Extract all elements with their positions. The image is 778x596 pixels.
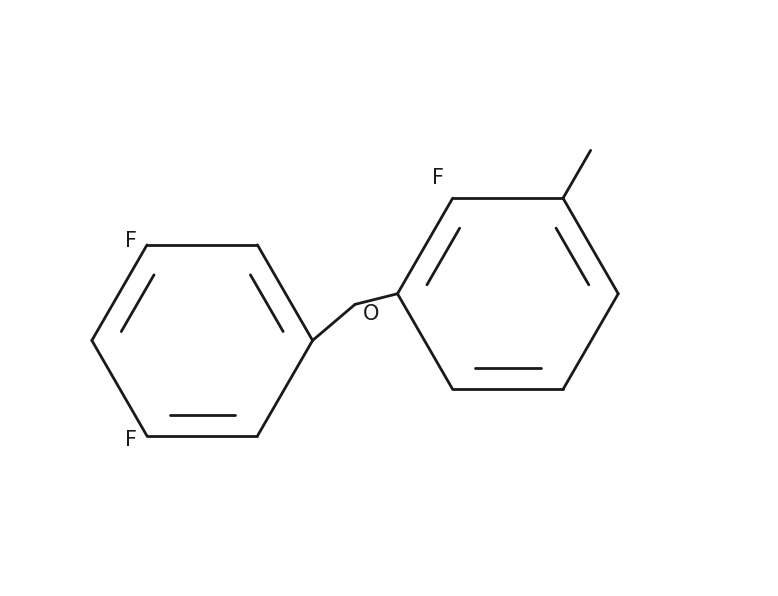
Text: F: F bbox=[433, 168, 444, 188]
Text: F: F bbox=[124, 231, 137, 251]
Text: F: F bbox=[124, 430, 137, 451]
Text: O: O bbox=[363, 304, 379, 324]
